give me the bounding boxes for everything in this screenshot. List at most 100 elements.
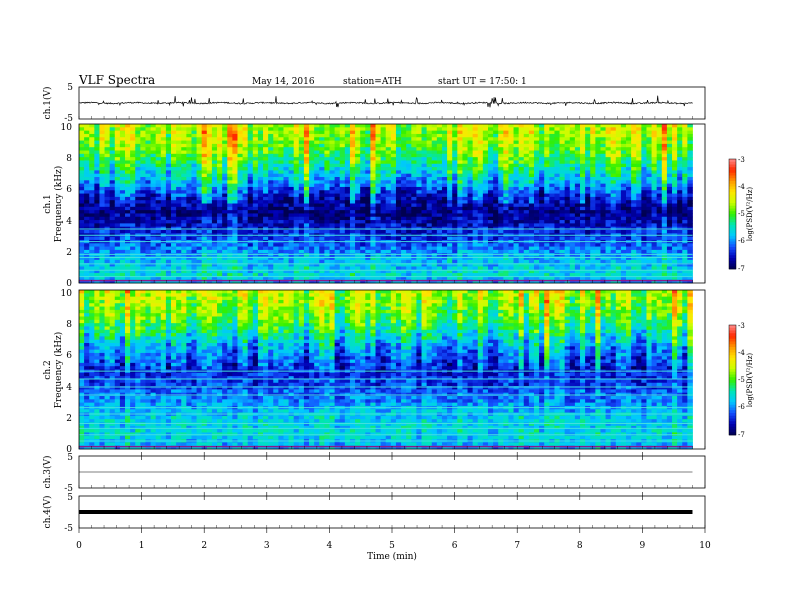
spectrogram-cell — [140, 193, 146, 198]
spectrogram-cell — [395, 167, 402, 171]
spectrogram-cell — [89, 276, 95, 281]
spectrogram-cell — [263, 246, 269, 251]
spectrogram-cell — [309, 133, 315, 138]
spectrogram-cell — [288, 256, 295, 261]
spectrogram-cell — [600, 190, 606, 194]
spectrogram-cell — [104, 249, 111, 254]
spectrogram-cell — [314, 186, 320, 191]
spectrogram-cell — [549, 203, 555, 208]
spectrogram-cell — [452, 230, 458, 234]
spectrogram-cell — [503, 167, 509, 171]
spectrogram-cell — [590, 190, 596, 194]
spectrogram-cell — [436, 243, 443, 247]
spectrogram-cell — [590, 256, 596, 261]
spectrogram-cell — [426, 230, 433, 234]
spectrogram-cell — [457, 263, 463, 267]
spectrogram-cell — [288, 259, 295, 264]
spectrogram-cell — [467, 210, 474, 214]
spectrogram-cell — [349, 163, 356, 168]
spectrogram-cell — [595, 140, 601, 145]
spectrogram-cell — [411, 230, 417, 234]
spectrogram-cell — [395, 276, 402, 281]
spectrogram-cell — [355, 253, 361, 257]
spectrogram-cell — [477, 263, 484, 267]
spectrogram-cell — [503, 177, 509, 181]
spectrogram-cell — [303, 253, 310, 257]
spectrogram-cell — [462, 177, 468, 181]
spectrogram-cell — [160, 137, 167, 141]
spectrogram-cell — [263, 147, 269, 151]
spectrogram-cell — [217, 249, 223, 254]
spectrogram-cell — [181, 140, 187, 145]
spectrogram-cell — [329, 143, 336, 148]
spectrogram-cell — [534, 236, 540, 241]
spectrogram-cell — [544, 266, 550, 271]
spectrogram-cell — [268, 253, 274, 257]
spectrogram-cell — [181, 183, 187, 188]
spectrogram-cell — [227, 130, 233, 135]
spectrogram-cell — [237, 180, 243, 185]
spectrogram-cell — [574, 243, 581, 247]
spectrogram-cell — [242, 243, 249, 247]
spectrogram-cell — [334, 236, 341, 241]
spectrogram-cell — [344, 193, 351, 198]
spectrogram-cell — [508, 193, 514, 198]
spectrogram-cell — [104, 163, 111, 168]
spectrogram-cell — [380, 173, 387, 178]
spectrogram-cell — [390, 220, 397, 224]
spectrogram-cell — [283, 246, 289, 251]
spectrogram-cell — [201, 213, 208, 218]
spectrogram-cell — [222, 133, 228, 138]
spectrogram-cell — [145, 153, 151, 158]
spectrogram-cell — [242, 127, 249, 132]
spectrogram-cell — [518, 127, 525, 132]
spectrogram-cell — [89, 157, 95, 161]
spectrogram-cell — [298, 127, 305, 132]
spectrogram-cell — [273, 153, 279, 158]
spectrogram-cell — [528, 253, 535, 257]
spectrogram-cell — [564, 243, 571, 247]
spectrogram-cell — [539, 190, 545, 194]
spectrogram-cell — [447, 216, 453, 221]
spectrogram-cell — [421, 170, 428, 175]
spectrogram-cell — [237, 170, 243, 175]
spectrogram-cell — [436, 200, 443, 204]
spectrogram-cell — [160, 206, 167, 211]
spectrogram-cell — [482, 157, 489, 161]
spectrogram-cell — [482, 256, 489, 261]
spectrogram-cell — [109, 124, 116, 128]
spectrogram-cell — [360, 170, 366, 175]
spectrogram-cell — [528, 266, 535, 271]
spectrogram-cell — [482, 263, 489, 267]
spectrogram-cell — [252, 150, 259, 155]
spectrogram-cell — [334, 210, 341, 214]
spectrogram-cell — [94, 273, 100, 277]
spectrogram-cell — [365, 157, 371, 161]
spectrogram-cell — [181, 163, 187, 168]
spectrogram-cell — [252, 147, 259, 151]
spectrogram-cell — [411, 243, 417, 247]
spectrogram-cell — [140, 266, 146, 271]
spectrogram-cell — [421, 147, 428, 151]
spectrogram-cell — [196, 256, 203, 261]
spectrogram-cell — [186, 200, 192, 204]
spectrogram-cell — [457, 130, 463, 135]
spectrogram-cell — [84, 273, 90, 277]
spectrogram-cell — [498, 177, 504, 181]
spectrogram-cell — [344, 266, 351, 271]
spectrogram-cell — [252, 157, 259, 161]
spectrogram-cell — [119, 160, 126, 165]
spectrogram-cell — [334, 153, 341, 158]
spectrogram-cell — [539, 170, 545, 175]
spectrogram-cell — [487, 206, 494, 211]
spectrogram-cell — [462, 236, 468, 241]
spectrogram-cell — [309, 243, 315, 247]
spectrogram-cell — [406, 223, 412, 228]
spectrogram-cell — [125, 153, 131, 158]
spectrogram-cell — [339, 203, 346, 208]
spectrogram-cell — [273, 243, 279, 247]
spectrogram-cell — [217, 220, 223, 224]
spectrogram-cell — [534, 210, 540, 214]
spectrogram-cell — [385, 246, 392, 251]
spectrogram-cell — [314, 249, 320, 254]
